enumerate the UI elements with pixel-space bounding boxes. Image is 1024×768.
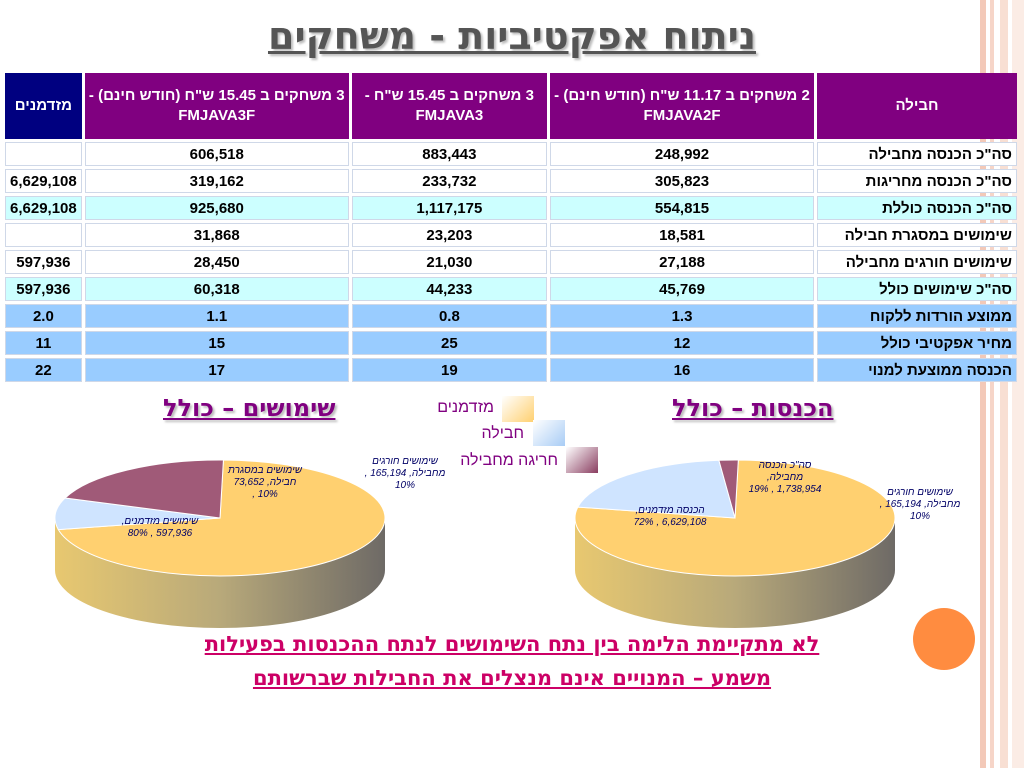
pie-slice-label: שימושים חורגים מחבילה, 165,194 , 10% [365,456,446,491]
row-label: שימושים חורגים מחבילה [817,250,1017,274]
table-row: סה"כ הכנסה מחבילה 248,992 883,443 606,51… [5,142,1017,166]
decor-stripe [990,0,994,768]
legend-swatch-overage [566,447,598,473]
legend-label-package: חבילה [481,425,524,442]
pie-slice [57,459,386,577]
table-cell: 22 [5,358,82,382]
header-fmjava2f: 2 משחקים ב 11.17 ש"ח (חודש חינם) - FMJAV… [550,73,814,139]
table-row: שימושים במסגרת חבילה 18,581 23,203 31,86… [5,223,1017,247]
pie-slice [718,459,739,519]
table-cell: 6,629,108 [5,196,82,220]
table-cell: 28,450 [84,250,349,274]
pie-side-wall [575,518,895,628]
footer-line-2: משמע – המנויים אינם מנצלים את החבילות שב… [252,666,772,690]
pie-slice [54,497,221,531]
decor-orange-circle [913,608,975,670]
legend-label-casual: מזדמנים [437,399,494,416]
table-row: שימושים חורגים מחבילה 27,188 21,030 28,4… [5,250,1017,274]
table-cell: 1.1 [84,304,349,328]
pie-slice-label: סה"כ הכנסה מחבילה, 1,738,954 , 19% [749,460,822,495]
revenue-pie-chart: הכנסה מזדמנים, 6,629,108 , 72% סה"כ הכנסה מ… [574,459,961,628]
table-cell: 554,815 [550,196,814,220]
table-cell: 25 [351,331,548,355]
table-cell: 12 [550,331,814,355]
table-cell: 17 [84,358,349,382]
pie-slice-label: שימושים חורגים מחבילה, 165,194 , 10% [880,487,961,522]
data-table: חבילה 2 משחקים ב 11.17 ש"ח (חודש חינם) -… [2,70,1020,385]
table-cell: 883,443 [351,142,548,166]
table-cell [5,142,82,166]
table-row: סה"כ שימושים כולל 45,769 44,233 60,318 5… [5,277,1017,301]
row-label: סה"כ שימושים כולל [817,277,1017,301]
table-cell: 16 [550,358,814,382]
table-cell: 60,318 [84,277,349,301]
legend-swatch-package [533,420,565,446]
pie-slice-label: שימושים במסגרת חבילה, 73,652 10% , [227,465,303,500]
row-label: ממוצע הורדות ללקוח [817,304,1017,328]
table-cell: 0.8 [351,304,548,328]
row-label: סה"כ הכנסה מחריגות [817,169,1017,193]
header-fmjava3: 3 משחקים ב 15.45 ש"ח - FMJAVA3 [351,73,548,139]
pie-slice [577,459,736,519]
row-label: סה"כ הכנסה כוללת [817,196,1017,220]
table-cell: 597,936 [5,250,82,274]
table-header-row: חבילה 2 משחקים ב 11.17 ש"ח (חודש חינם) -… [5,73,1017,139]
table-row: סה"כ הכנסה מחריגות 305,823 233,732 319,1… [5,169,1017,193]
decor-stripe [1000,0,1008,768]
pie-slice [63,459,224,519]
table-cell: 31,868 [84,223,349,247]
table-cell: 44,233 [351,277,548,301]
table-row: מחיר אפקטיבי כולל 12 25 15 11 [5,331,1017,355]
table-cell: 597,936 [5,277,82,301]
table-cell: 1,117,175 [351,196,548,220]
header-fmjava3f: 3 משחקים ב 15.45 ש"ח (חודש חינם) - FMJAV… [84,73,349,139]
table-cell: 1.3 [550,304,814,328]
table-cell: 15 [84,331,349,355]
revenue-chart-title: הכנסות – כולל [672,394,834,422]
legend-label-overage: חריגה מחבילה [460,452,558,469]
table-cell: 11 [5,331,82,355]
usage-chart-title: שימושים – כולל [163,394,336,422]
row-label: הכנסה ממוצעת למנוי [817,358,1017,382]
table-row: ממוצע הורדות ללקוח 1.3 0.8 1.1 2.0 [5,304,1017,328]
pie-slice-label: שימושים מזדמנים, 597,936 , 80% [122,516,199,539]
legend-swatch-casual [502,396,534,422]
table-cell: 305,823 [550,169,814,193]
table-cell: 248,992 [550,142,814,166]
table-cell: 6,629,108 [5,169,82,193]
table-cell: 925,680 [84,196,349,220]
header-label: חבילה [817,73,1017,139]
row-label: מחיר אפקטיבי כולל [817,331,1017,355]
footer-line-1: לא מתקיימת הלימה בין נתח השימושים לנתח ה… [204,632,820,656]
table-cell [5,223,82,247]
table-cell: 27,188 [550,250,814,274]
table-cell: 18,581 [550,223,814,247]
table-cell: 19 [351,358,548,382]
pie-slice-label: הכנסה מזדמנים, 6,629,108 , 72% [634,505,707,528]
row-label: סה"כ הכנסה מחבילה [817,142,1017,166]
pie-side-wall [55,518,385,628]
table-cell: 606,518 [84,142,349,166]
decor-stripe [980,0,986,768]
table-cell: 233,732 [351,169,548,193]
table-cell: 2.0 [5,304,82,328]
row-label: שימושים במסגרת חבילה [817,223,1017,247]
table-row: סה"כ הכנסה כוללת 554,815 1,117,175 925,6… [5,196,1017,220]
table-cell: 319,162 [84,169,349,193]
slide-title: ניתוח אפקטיביות - משחקים [267,14,757,58]
table-row: הכנסה ממוצעת למנוי 16 19 17 22 [5,358,1017,382]
table-cell: 23,203 [351,223,548,247]
table-cell: 45,769 [550,277,814,301]
usage-pie-chart: שימושים מזדמנים, 597,936 , 80% שימושים במס… [54,456,446,628]
header-casual: מזדמנים [5,73,82,139]
table-cell: 21,030 [351,250,548,274]
